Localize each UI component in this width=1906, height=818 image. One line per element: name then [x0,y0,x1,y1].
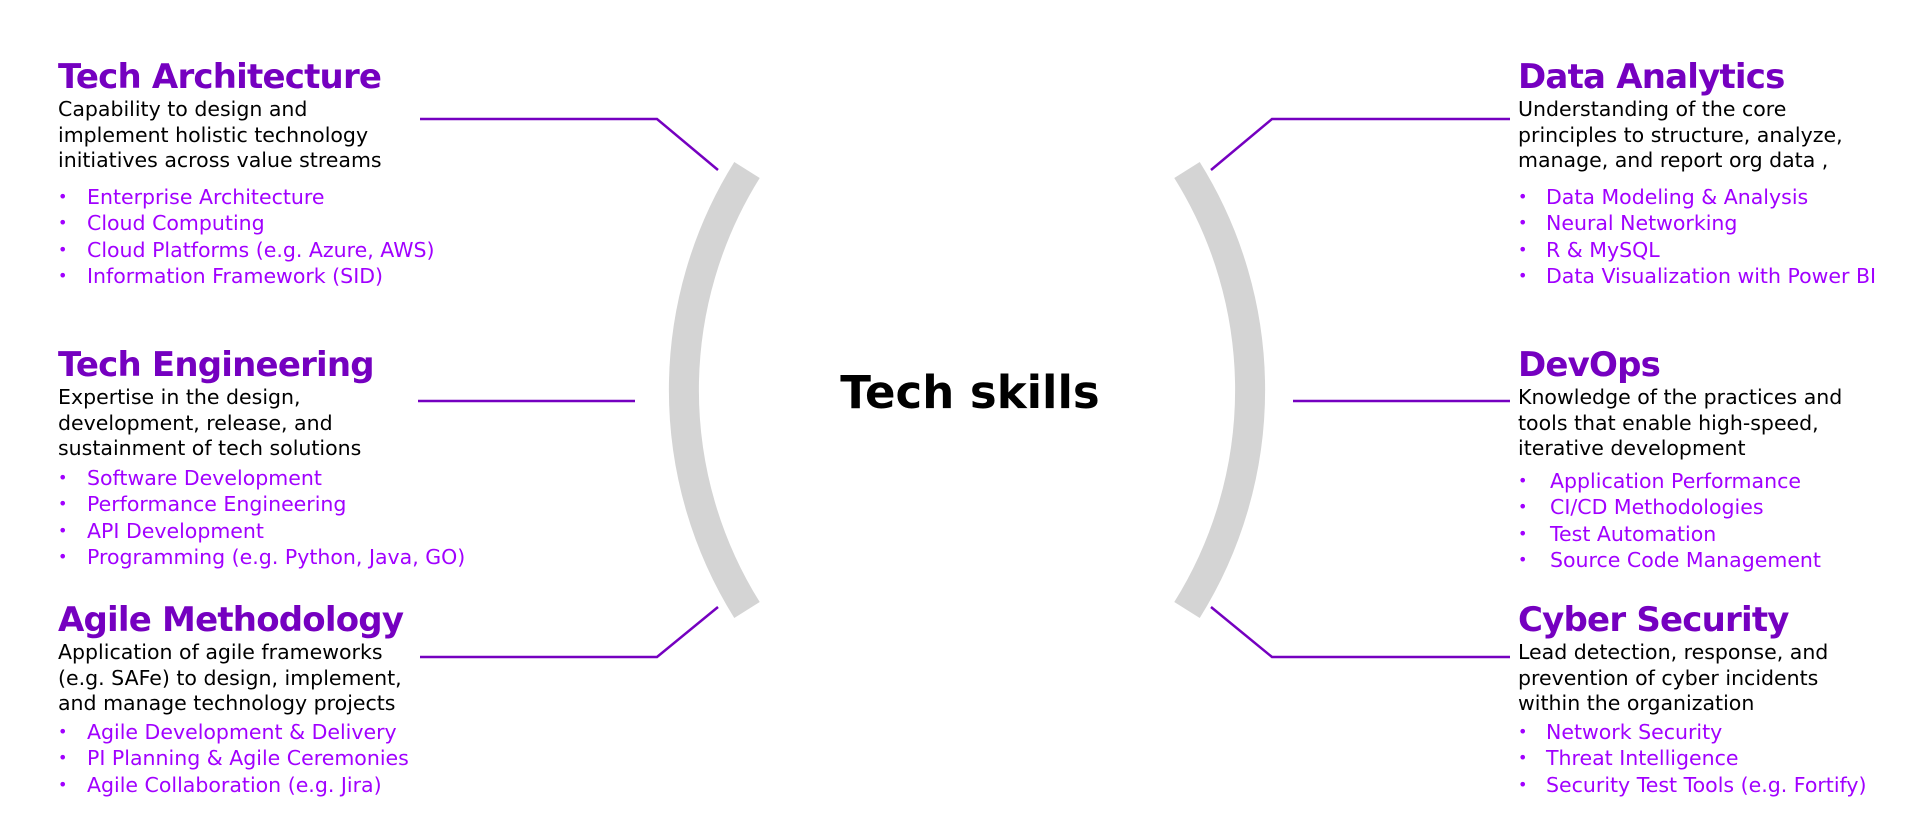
bullet-icon: • [1518,239,1528,259]
bullet-icon: • [1518,266,1528,285]
list-item: • Neural Networking [1518,211,1738,235]
list-item: • Software Development [58,465,322,490]
bullet-icon: • [58,494,68,513]
skill-list: • Agile Development & Delivery • PI Planni… [58,719,478,799]
skill-list: • Data Modeling & Analysis • Neural Networ… [1518,184,1906,290]
skill-title: Tech Architecture [58,57,382,97]
list-item: • API Development [58,518,264,543]
connector-tech-architecture [420,117,719,171]
skill-description: Application of agile frameworks (e.g. SA… [58,640,402,715]
skill-title: Data Analytics [1518,57,1785,97]
list-item: • Source Code Management [1518,548,1821,572]
list-item: • Agile Development & Delivery [58,719,397,744]
list-item: • Information Framework (SID) [58,264,384,288]
bullet-icon: • [58,774,68,794]
list-item: • Threat Intelligence [1518,746,1739,770]
bullet-icon: • [1518,186,1528,206]
bullet-icon: • [1518,748,1528,767]
list-item: • Enterprise Architecture [58,184,325,209]
skill-block-cyber-security: Cyber Security Lead detection, response,… [1518,600,1906,798]
bullet-icon: • [1518,774,1528,794]
list-item: • Cloud Computing [58,211,265,235]
left-arc [668,162,760,618]
list-item: • Application Performance [1518,468,1801,493]
bullet-icon: • [58,748,68,767]
bullet-icon: • [1518,550,1528,569]
connector-data-analytics [1210,117,1510,171]
skill-block-tech-architecture: Tech Architecture Capability to design a… [58,57,478,290]
bullet-icon: • [1518,721,1528,741]
bullet-icon: • [58,186,68,206]
skill-block-data-analytics: Data Analytics Understanding of the core… [1518,57,1906,290]
skill-description: Knowledge of the practices and tools tha… [1518,385,1843,460]
bullet-icon: • [58,721,68,741]
bullet-icon: • [58,266,68,285]
skill-block-devops: DevOps Knowledge of the practices and to… [1518,345,1906,574]
skill-title: Agile Methodology [58,600,404,640]
list-item: • R & MySQL [1518,237,1660,262]
skill-list: • Enterprise Architecture • Cloud Computin… [58,184,478,290]
bullet-icon: • [1518,470,1528,490]
connector-cyber-security [1210,606,1510,659]
list-item: • Agile Collaboration (e.g. Jira) [58,772,382,797]
skill-list: • Application Performance • CI/CD Methodol… [1518,468,1906,574]
center-title: Tech skills [840,366,1100,419]
skill-block-tech-engineering: Tech Engineering Expertise in the design… [58,345,478,571]
list-item: • PI Planning & Agile Ceremonies [58,746,409,770]
bullet-icon: • [58,520,68,540]
connector-agile-methodology [420,606,719,659]
skill-description: Expertise in the design, development, re… [58,385,362,460]
bullet-icon: • [1518,497,1528,516]
skill-list: • Network Security • Threat Intelligence •… [1518,719,1906,799]
skill-block-agile-methodology: Agile Methodology Application of agile f… [58,600,478,798]
bullet-icon: • [58,213,68,232]
bullet-icon: • [1518,523,1528,543]
list-item: • Security Test Tools (e.g. Fortify) [1518,772,1867,797]
list-item: • Programming (e.g. Python, Java, GO) [58,545,466,569]
skill-description: Lead detection, response, and prevention… [1518,640,1829,715]
skill-description: Understanding of the core principles to … [1518,97,1843,172]
skill-title: Tech Engineering [58,345,375,385]
skill-title: DevOps [1518,345,1661,385]
list-item: • Data Visualization with Power BI [1518,264,1877,288]
list-item: • Test Automation [1518,521,1717,546]
list-item: • Network Security [1518,719,1723,744]
list-item: • CI/CD Methodologies [1518,495,1764,519]
bullet-icon: • [58,547,68,566]
bullet-icon: • [1518,213,1528,232]
bullet-icon: • [58,239,68,259]
skill-description: Capability to design and implement holis… [58,97,382,172]
skill-list: • Software Development • Performance Engin… [58,465,478,571]
list-item: • Performance Engineering [58,492,347,516]
list-item: • Cloud Platforms (e.g. Azure, AWS) [58,237,435,262]
right-arc [1174,162,1266,618]
bullet-icon: • [58,467,68,487]
list-item: • Data Modeling & Analysis [1518,184,1809,209]
skill-title: Cyber Security [1518,600,1789,640]
